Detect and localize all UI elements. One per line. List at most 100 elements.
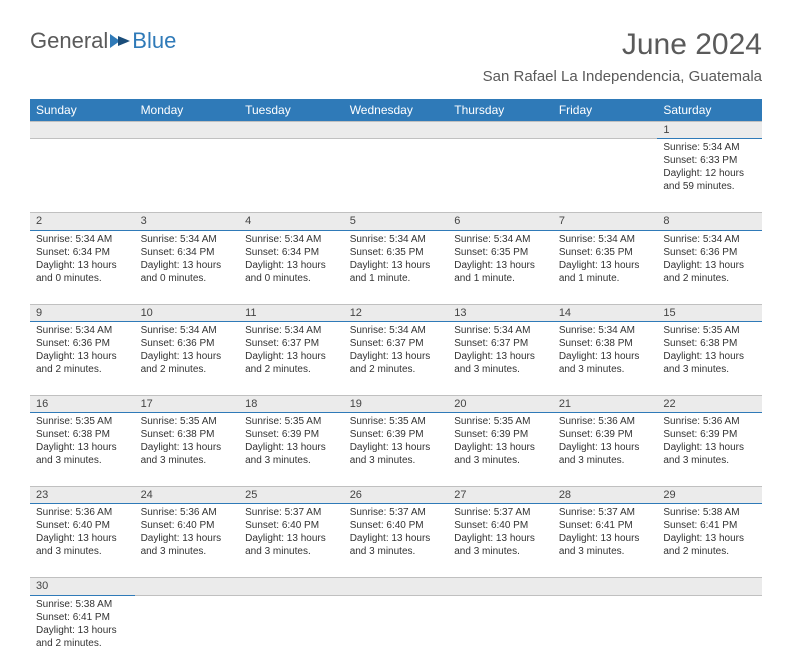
day-number-cell: 7 — [553, 213, 658, 230]
sunset-line: Sunset: 6:38 PM — [36, 428, 129, 441]
day-number-cell: 26 — [344, 487, 449, 504]
day-content-cell: Sunrise: 5:36 AMSunset: 6:40 PMDaylight:… — [135, 504, 240, 578]
day-content-cell: Sunrise: 5:34 AMSunset: 6:34 PMDaylight:… — [239, 230, 344, 304]
day-content-cell — [553, 595, 658, 669]
day-number-cell: 24 — [135, 487, 240, 504]
day-number-cell — [239, 578, 344, 595]
daylight-line: Daylight: 13 hours and 2 minutes. — [663, 259, 756, 285]
daynum-row: 9101112131415 — [30, 304, 762, 321]
sunset-line: Sunset: 6:34 PM — [36, 246, 129, 259]
day-content-cell — [135, 595, 240, 669]
daynum-row: 16171819202122 — [30, 395, 762, 412]
day-number-cell — [553, 122, 658, 139]
daylight-line: Daylight: 13 hours and 3 minutes. — [36, 532, 129, 558]
day-content-cell — [239, 139, 344, 213]
day-content-cell: Sunrise: 5:34 AMSunset: 6:34 PMDaylight:… — [135, 230, 240, 304]
day-content-cell: Sunrise: 5:34 AMSunset: 6:34 PMDaylight:… — [30, 230, 135, 304]
daylight-line: Daylight: 13 hours and 3 minutes. — [454, 441, 547, 467]
day-content-cell — [448, 139, 553, 213]
day-content-cell: Sunrise: 5:34 AMSunset: 6:36 PMDaylight:… — [135, 321, 240, 395]
sunrise-line: Sunrise: 5:37 AM — [245, 506, 338, 519]
day-content-cell: Sunrise: 5:36 AMSunset: 6:39 PMDaylight:… — [657, 413, 762, 487]
daylight-line: Daylight: 13 hours and 0 minutes. — [36, 259, 129, 285]
sunset-line: Sunset: 6:39 PM — [245, 428, 338, 441]
day-header: Tuesday — [239, 99, 344, 122]
daylight-line: Daylight: 13 hours and 3 minutes. — [454, 350, 547, 376]
sunset-line: Sunset: 6:39 PM — [663, 428, 756, 441]
sunrise-line: Sunrise: 5:34 AM — [663, 141, 756, 154]
sunset-line: Sunset: 6:38 PM — [559, 337, 652, 350]
title-block: June 2024 San Rafael La Independencia, G… — [483, 28, 762, 85]
calendar-table: SundayMondayTuesdayWednesdayThursdayFrid… — [30, 99, 762, 669]
day-content-cell: Sunrise: 5:34 AMSunset: 6:38 PMDaylight:… — [553, 321, 658, 395]
sunset-line: Sunset: 6:38 PM — [141, 428, 234, 441]
day-content-cell: Sunrise: 5:37 AMSunset: 6:40 PMDaylight:… — [448, 504, 553, 578]
daylight-line: Daylight: 13 hours and 3 minutes. — [141, 441, 234, 467]
sunset-line: Sunset: 6:33 PM — [663, 154, 756, 167]
sunrise-line: Sunrise: 5:35 AM — [245, 415, 338, 428]
sunset-line: Sunset: 6:40 PM — [245, 519, 338, 532]
day-content-cell — [448, 595, 553, 669]
sunrise-line: Sunrise: 5:35 AM — [663, 324, 756, 337]
sunset-line: Sunset: 6:41 PM — [663, 519, 756, 532]
day-content-cell: Sunrise: 5:35 AMSunset: 6:38 PMDaylight:… — [657, 321, 762, 395]
day-number-cell: 5 — [344, 213, 449, 230]
sunset-line: Sunset: 6:37 PM — [245, 337, 338, 350]
day-number-cell: 11 — [239, 304, 344, 321]
sunset-line: Sunset: 6:35 PM — [350, 246, 443, 259]
sunset-line: Sunset: 6:36 PM — [663, 246, 756, 259]
day-content-cell: Sunrise: 5:34 AMSunset: 6:35 PMDaylight:… — [553, 230, 658, 304]
calendar-header-row: SundayMondayTuesdayWednesdayThursdayFrid… — [30, 99, 762, 122]
day-number-cell: 25 — [239, 487, 344, 504]
sunrise-line: Sunrise: 5:34 AM — [559, 324, 652, 337]
sunrise-line: Sunrise: 5:36 AM — [36, 506, 129, 519]
daylight-line: Daylight: 13 hours and 3 minutes. — [245, 532, 338, 558]
day-number-cell: 29 — [657, 487, 762, 504]
day-content-cell: Sunrise: 5:34 AMSunset: 6:36 PMDaylight:… — [30, 321, 135, 395]
daylight-line: Daylight: 13 hours and 3 minutes. — [663, 441, 756, 467]
day-content-cell — [344, 595, 449, 669]
day-header: Wednesday — [344, 99, 449, 122]
day-number-cell: 6 — [448, 213, 553, 230]
day-number-cell — [553, 578, 658, 595]
day-content-cell: Sunrise: 5:35 AMSunset: 6:39 PMDaylight:… — [344, 413, 449, 487]
sunset-line: Sunset: 6:40 PM — [141, 519, 234, 532]
sunset-line: Sunset: 6:39 PM — [559, 428, 652, 441]
day-number-cell — [135, 122, 240, 139]
day-content-cell: Sunrise: 5:36 AMSunset: 6:40 PMDaylight:… — [30, 504, 135, 578]
sunset-line: Sunset: 6:34 PM — [141, 246, 234, 259]
day-number-cell — [448, 578, 553, 595]
day-content-cell: Sunrise: 5:34 AMSunset: 6:36 PMDaylight:… — [657, 230, 762, 304]
day-header: Thursday — [448, 99, 553, 122]
brand-part1: General — [30, 28, 108, 54]
day-content-cell: Sunrise: 5:34 AMSunset: 6:35 PMDaylight:… — [344, 230, 449, 304]
day-content-cell — [553, 139, 658, 213]
sunrise-line: Sunrise: 5:37 AM — [350, 506, 443, 519]
sunset-line: Sunset: 6:35 PM — [454, 246, 547, 259]
logo-flag-icon — [110, 34, 130, 48]
day-content-cell: Sunrise: 5:37 AMSunset: 6:40 PMDaylight:… — [239, 504, 344, 578]
daylight-line: Daylight: 13 hours and 3 minutes. — [454, 532, 547, 558]
sunset-line: Sunset: 6:40 PM — [350, 519, 443, 532]
daylight-line: Daylight: 13 hours and 2 minutes. — [141, 350, 234, 376]
daynum-row: 2345678 — [30, 213, 762, 230]
day-number-cell: 16 — [30, 395, 135, 412]
sunset-line: Sunset: 6:39 PM — [350, 428, 443, 441]
daynum-row: 1 — [30, 122, 762, 139]
daylight-line: Daylight: 13 hours and 3 minutes. — [141, 532, 234, 558]
day-content-cell: Sunrise: 5:38 AMSunset: 6:41 PMDaylight:… — [30, 595, 135, 669]
month-title: June 2024 — [483, 28, 762, 62]
day-header: Sunday — [30, 99, 135, 122]
sunset-line: Sunset: 6:39 PM — [454, 428, 547, 441]
day-number-cell: 8 — [657, 213, 762, 230]
sunset-line: Sunset: 6:38 PM — [663, 337, 756, 350]
sunrise-line: Sunrise: 5:37 AM — [559, 506, 652, 519]
daynum-row: 30 — [30, 578, 762, 595]
daylight-line: Daylight: 13 hours and 3 minutes. — [663, 350, 756, 376]
sunrise-line: Sunrise: 5:34 AM — [245, 324, 338, 337]
sunrise-line: Sunrise: 5:37 AM — [454, 506, 547, 519]
sunset-line: Sunset: 6:34 PM — [245, 246, 338, 259]
daylight-line: Daylight: 13 hours and 1 minute. — [454, 259, 547, 285]
day-content-cell: Sunrise: 5:37 AMSunset: 6:41 PMDaylight:… — [553, 504, 658, 578]
day-content-cell: Sunrise: 5:34 AMSunset: 6:37 PMDaylight:… — [344, 321, 449, 395]
